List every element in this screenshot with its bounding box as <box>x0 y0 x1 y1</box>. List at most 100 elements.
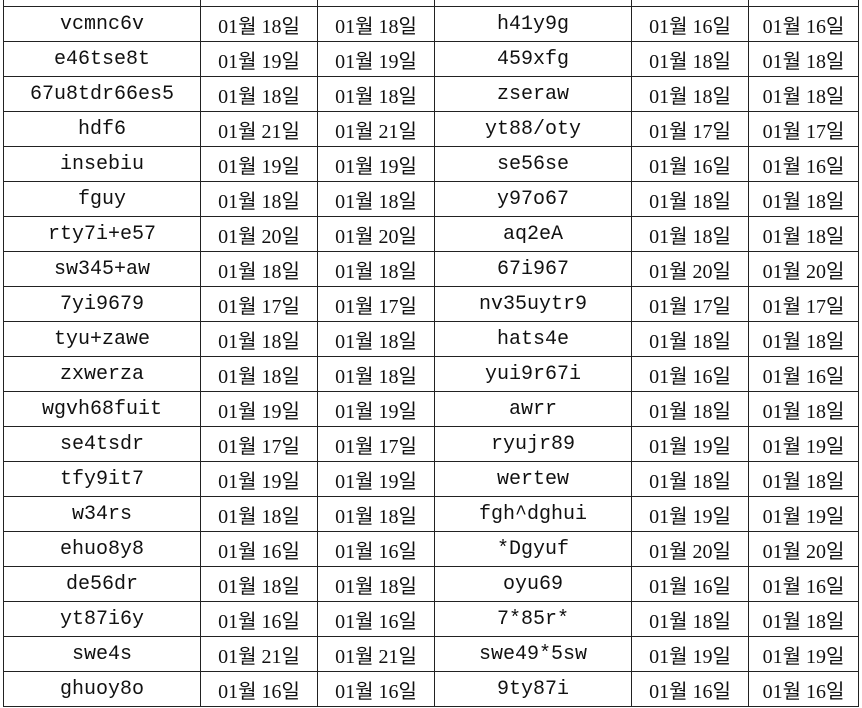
code-cell: wgvh68fuit <box>3 391 201 427</box>
table-row: fguy 01월 18일 01월 18일 y97o67 01월 18일 01월 18일 <box>3 181 859 217</box>
date-cell: 01월 16일 <box>317 531 435 567</box>
date-cell: 01월 17일 <box>317 426 435 462</box>
code-cell: de56dr <box>3 566 201 602</box>
date-cell: 01월 16일 <box>631 6 749 42</box>
table-row: vcmnc6v 01월 18일 01월 18일 h41y9g 01월 16일 01월 16… <box>3 6 859 42</box>
date-cell: 01월 16일 <box>748 566 859 602</box>
date-cell: 01월 16일 <box>317 601 435 637</box>
code-cell: hats4e <box>434 321 632 357</box>
date-cell: 01월 20일 <box>631 531 749 567</box>
date-cell: 01월 17일 <box>631 286 749 322</box>
table-row: tfy9it7 01월 19일 01월 19일 wertew 01월 18일 01월 18… <box>3 461 859 497</box>
date-cell: 01월 19일 <box>748 426 859 462</box>
date-cell: 01월 20일 <box>317 216 435 252</box>
code-cell: h41y9g <box>434 6 632 42</box>
date-cell: 01월 16일 <box>200 671 318 707</box>
code-cell: y97o67 <box>434 181 632 217</box>
date-cell: 01월 21일 <box>317 636 435 672</box>
code-cell: ehuo8y8 <box>3 531 201 567</box>
table-row: tyu+zawe 01월 18일 01월 18일 hats4e 01월 18일 01월 1… <box>3 321 859 357</box>
code-cell: se4tsdr <box>3 426 201 462</box>
code-cell: ghuoy8o <box>3 671 201 707</box>
date-cell: 01월 21일 <box>200 636 318 672</box>
date-cell: 01월 19일 <box>317 391 435 427</box>
code-cell: zseraw <box>434 76 632 112</box>
code-cell: 9ty87i <box>434 671 632 707</box>
code-cell: w34rs <box>3 496 201 532</box>
date-cell: 01월 17일 <box>748 286 859 322</box>
date-cell: 01월 19일 <box>317 461 435 497</box>
date-cell: 01월 18일 <box>200 356 318 392</box>
code-cell: ryujr89 <box>434 426 632 462</box>
code-cell: insebiu <box>3 146 201 182</box>
table-body: vcmnc6v 01월 18일 01월 18일 h41y9g 01월 16일 01월 16… <box>3 0 859 707</box>
date-cell: 01월 18일 <box>748 461 859 497</box>
date-cell: 01월 19일 <box>631 636 749 672</box>
table-row: hdf6 01월 21일 01월 21일 yt88/oty 01월 17일 01월 17일 <box>3 111 859 147</box>
date-cell: 01월 19일 <box>748 496 859 532</box>
code-cell: 67u8tdr66es5 <box>3 76 201 112</box>
code-cell: yt87i6y <box>3 601 201 637</box>
date-cell: 01월 18일 <box>631 461 749 497</box>
date-cell: 01월 17일 <box>631 111 749 147</box>
table-row: 67u8tdr66es5 01월 18일 01월 18일 zseraw 01월 18일 0… <box>3 76 859 112</box>
table-row: w34rs 01월 18일 01월 18일 fgh^dghui 01월 19일 01월 1… <box>3 496 859 532</box>
date-cell: 01월 18일 <box>317 566 435 602</box>
date-cell: 01월 18일 <box>748 76 859 112</box>
date-cell: 01월 18일 <box>748 181 859 217</box>
date-cell: 01월 16일 <box>200 601 318 637</box>
code-cell: hdf6 <box>3 111 201 147</box>
code-cell: awrr <box>434 391 632 427</box>
date-cell: 01월 16일 <box>317 671 435 707</box>
code-cell: se56se <box>434 146 632 182</box>
date-cell: 01월 18일 <box>317 181 435 217</box>
date-cell: 01월 18일 <box>631 391 749 427</box>
date-cell: 01월 18일 <box>631 76 749 112</box>
code-cell: vcmnc6v <box>3 6 201 42</box>
date-cell: 01월 17일 <box>317 286 435 322</box>
date-cell: 01월 18일 <box>748 321 859 357</box>
code-cell: 7*85r* <box>434 601 632 637</box>
table-row: swe4s 01월 21일 01월 21일 swe49*5sw 01월 19일 01월 1… <box>3 636 859 672</box>
date-cell: 01월 16일 <box>748 356 859 392</box>
date-cell: 01월 18일 <box>200 251 318 287</box>
code-cell: sw345+aw <box>3 251 201 287</box>
date-cell: 01월 19일 <box>200 391 318 427</box>
code-cell: tyu+zawe <box>3 321 201 357</box>
date-cell: 01월 21일 <box>317 111 435 147</box>
date-cell: 01월 18일 <box>317 356 435 392</box>
date-cell: 01월 19일 <box>317 41 435 77</box>
date-cell: 01월 16일 <box>200 531 318 567</box>
code-cell: e46tse8t <box>3 41 201 77</box>
date-cell: 01월 18일 <box>317 76 435 112</box>
code-cell: 7yi9679 <box>3 286 201 322</box>
code-cell: 459xfg <box>434 41 632 77</box>
date-cell: 01월 18일 <box>200 321 318 357</box>
code-cell: fguy <box>3 181 201 217</box>
date-cell: 01월 20일 <box>748 251 859 287</box>
code-cell: *Dgyuf <box>434 531 632 567</box>
date-cell: 01월 16일 <box>631 671 749 707</box>
table-row: ghuoy8o 01월 16일 01월 16일 9ty87i 01월 16일 01월 16… <box>3 671 859 707</box>
date-cell: 01월 17일 <box>200 286 318 322</box>
date-cell: 01월 18일 <box>200 6 318 42</box>
code-cell: yt88/oty <box>434 111 632 147</box>
code-cell: wertew <box>434 461 632 497</box>
table-row: 7yi9679 01월 17일 01월 17일 nv35uytr9 01월 17일 01월… <box>3 286 859 322</box>
table-row: wgvh68fuit 01월 19일 01월 19일 awrr 01월 18일 01월 1… <box>3 391 859 427</box>
date-cell: 01월 17일 <box>200 426 318 462</box>
date-cell: 01월 17일 <box>748 111 859 147</box>
date-cell: 01월 19일 <box>200 146 318 182</box>
date-cell: 01월 19일 <box>631 496 749 532</box>
code-cell: 67i967 <box>434 251 632 287</box>
date-cell: 01월 18일 <box>631 216 749 252</box>
table-row: sw345+aw 01월 18일 01월 18일 67i967 01월 20일 01월 2… <box>3 251 859 287</box>
date-cell: 01월 20일 <box>631 251 749 287</box>
date-cell: 01월 19일 <box>200 461 318 497</box>
date-cell: 01월 20일 <box>748 531 859 567</box>
code-cell: swe4s <box>3 636 201 672</box>
date-cell: 01월 18일 <box>748 41 859 77</box>
table-row: rty7i+e57 01월 20일 01월 20일 aq2eA 01월 18일 01월 1… <box>3 216 859 252</box>
date-cell: 01월 18일 <box>317 6 435 42</box>
date-cell: 01월 18일 <box>748 391 859 427</box>
